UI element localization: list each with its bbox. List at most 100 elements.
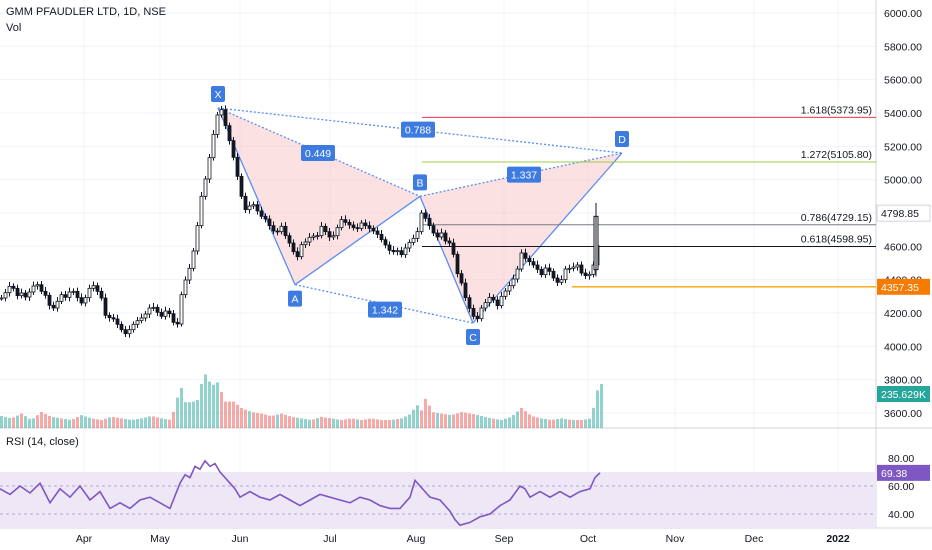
volume-bar	[88, 417, 91, 428]
volume-bar	[304, 419, 307, 428]
harmonic-pattern	[217, 107, 623, 324]
last-price-tag-bg	[877, 278, 930, 295]
candle-body	[331, 235, 336, 238]
volume-bar	[384, 420, 387, 428]
volume-bar	[568, 419, 571, 428]
candle-body	[99, 290, 104, 299]
candle-body	[511, 278, 516, 287]
candle-body	[379, 233, 384, 241]
price-tick-label: 4200.00	[884, 308, 922, 320]
candle-body	[531, 261, 536, 266]
candle-body	[279, 225, 284, 233]
volume-bar	[28, 418, 31, 428]
candle-body	[83, 297, 88, 304]
volume-bar	[328, 418, 331, 428]
candle-body	[59, 294, 64, 302]
volume-bar	[36, 415, 39, 428]
volume-bar	[240, 408, 243, 428]
candle-body	[187, 267, 192, 281]
ratio-tag: 1.342	[372, 305, 398, 317]
candle-body	[291, 242, 296, 253]
ratio-line-bd	[419, 152, 623, 197]
pattern-triangle-xab	[218, 108, 420, 285]
volume-bar	[60, 418, 63, 428]
volume-bar	[492, 418, 495, 428]
ratio-tag: 0.449	[305, 148, 331, 160]
volume-bar	[44, 413, 47, 428]
volume-bar	[76, 417, 79, 428]
volume-bar	[556, 419, 559, 428]
candle-body	[363, 222, 368, 227]
volume-bar	[16, 415, 19, 428]
volume-bar	[388, 420, 391, 428]
candle-body	[223, 109, 228, 127]
candle-body	[211, 133, 216, 159]
volume-bar	[212, 384, 215, 428]
volume-bar	[420, 410, 423, 428]
volume-tag-bg	[877, 386, 930, 402]
volume-bar	[116, 417, 119, 428]
candle-body	[455, 253, 460, 275]
price-axis: 3600.003800.004000.004200.004400.004600.…	[876, 8, 931, 521]
volume-bar	[424, 398, 427, 428]
volume-bar	[400, 418, 403, 428]
volume-bar	[332, 418, 335, 428]
candle-body	[479, 307, 484, 320]
time-tick-label: Nov	[666, 533, 685, 545]
candle-body	[171, 313, 176, 323]
volume-bar	[588, 418, 591, 428]
volume-bar	[484, 416, 487, 428]
volume-bar	[64, 419, 67, 428]
candle-body	[155, 306, 160, 313]
volume-bar	[200, 384, 203, 428]
rsi-panel	[0, 459, 876, 528]
candle-body	[567, 267, 572, 270]
fib-label: 0.786(4729.15)	[801, 212, 872, 224]
candle-body	[55, 300, 60, 309]
candle-body	[247, 205, 252, 211]
volume-bar	[520, 408, 523, 428]
volume-bar	[584, 419, 587, 428]
volume-bar	[180, 388, 183, 428]
point-tag-bg	[413, 174, 427, 191]
volume-bar	[232, 401, 235, 428]
volume-bar	[72, 419, 75, 428]
ratio-tag: 0.788	[405, 125, 431, 137]
volume-bar	[124, 419, 127, 428]
volume-bar	[516, 411, 519, 428]
candle-body	[367, 225, 372, 229]
candle-body	[519, 252, 524, 270]
candle-body	[547, 267, 552, 272]
candle-body	[335, 227, 340, 237]
volume-bar	[248, 411, 251, 428]
rsi-legend[interactable]: RSI (14, close)	[6, 436, 79, 448]
candle-body	[411, 237, 416, 243]
symbol-title[interactable]: GMM PFAUDLER LTD, 1D, NSE	[6, 6, 166, 18]
volume-bar	[188, 402, 191, 428]
candle-body	[127, 329, 132, 335]
volume-bar	[348, 418, 351, 428]
candle-body	[575, 264, 580, 268]
volume-bar	[0, 416, 3, 428]
candle-body	[163, 310, 168, 317]
candle-body	[287, 235, 292, 244]
candle-body	[495, 299, 500, 307]
candle-body	[327, 231, 332, 238]
candle-body	[507, 285, 512, 292]
candle-body	[151, 306, 156, 309]
candle-body	[347, 221, 352, 226]
candle-body	[375, 230, 380, 235]
price-tick-label: 4600.00	[884, 241, 922, 253]
volume-bar	[300, 418, 303, 428]
time-tick-label: Aug	[407, 533, 426, 545]
volume-legend[interactable]: Vol	[6, 22, 22, 34]
volume-bar	[536, 417, 539, 428]
candle-body	[23, 292, 28, 298]
volume-bar	[392, 419, 395, 428]
candle-body	[323, 225, 328, 233]
volume-bar	[216, 382, 219, 428]
candle-body	[451, 242, 456, 255]
point-tag-a: A	[291, 294, 298, 306]
ratio-tag-bg	[401, 121, 435, 138]
